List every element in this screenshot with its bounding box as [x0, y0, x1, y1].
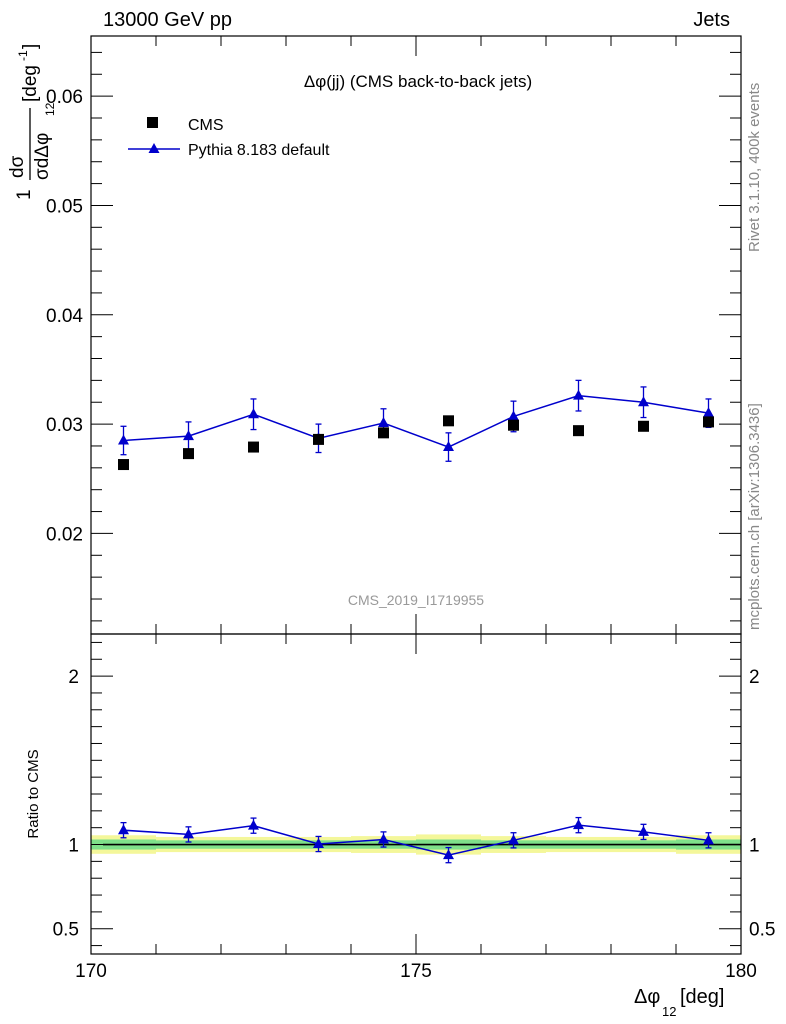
cms-data-point [508, 419, 519, 431]
ratio-y-tick-label-right: 2 [749, 667, 760, 688]
xlabel-unit: [deg] [680, 986, 724, 1008]
ratio-data-point [248, 819, 259, 830]
main-y-tick-label: 0.02 [46, 524, 83, 545]
ylabel-one: 1 [14, 189, 35, 200]
legend: CMS Pythia 8.183 default [128, 117, 330, 159]
ratio-data-point [638, 825, 649, 836]
pythia-data-point [378, 417, 389, 428]
ratio-y-tick-label: 1 [68, 836, 79, 857]
cms-data-point [703, 416, 714, 428]
cms-data-point [443, 415, 454, 427]
ratio-series-line [123, 824, 709, 856]
pythia-data-point [183, 430, 194, 441]
xlabel-main: Δφ [634, 986, 660, 1008]
pythia-data-point [443, 441, 454, 452]
ratio-data-point [378, 833, 389, 844]
legend-pythia-label: Pythia 8.183 default [188, 142, 330, 159]
pythia-data-point [118, 434, 129, 445]
ylabel-unit: [deg [20, 65, 41, 102]
ylabel-denominator: σdΔφ [32, 133, 53, 180]
header-process: Jets [693, 9, 730, 31]
analysis-watermark: CMS_2019_I1719955 [348, 592, 484, 608]
x-tick-label: 180 [725, 961, 757, 982]
ylabel-exponent: -1 [16, 50, 30, 61]
ratio-y-tick-label: 0.5 [53, 920, 79, 941]
main-y-tick-label: 0.06 [46, 87, 83, 108]
pythia-data-point [638, 396, 649, 407]
cms-data-point [118, 459, 129, 471]
cms-data-point [183, 448, 194, 460]
ratio-y-tick-label-right: 0.5 [749, 920, 775, 941]
ratio-data-point [313, 838, 324, 849]
ratio-data-point [573, 819, 584, 830]
x-tick-label: 175 [400, 961, 432, 982]
ylabel-subscript: 12 [43, 102, 57, 116]
pythia-data-point [573, 389, 584, 400]
ratio-data-point [508, 834, 519, 845]
legend-pythia-marker [148, 143, 160, 153]
pythia-data-point [508, 410, 519, 421]
ratio-y-tick-label-right: 1 [749, 836, 760, 857]
pythia-series-line [123, 394, 709, 448]
chart-title: Δφ(jj) (CMS back-to-back jets) [304, 72, 532, 91]
legend-cms-marker [147, 117, 158, 128]
main-y-tick-label: 0.03 [46, 415, 83, 436]
x-tick-label: 170 [75, 961, 107, 982]
pythia-data-point [703, 407, 714, 418]
cms-data-point [573, 425, 584, 437]
main-y-tick-label: 0.04 [46, 306, 83, 327]
xlabel-subscript: 12 [662, 1004, 676, 1019]
cms-data-point [638, 420, 649, 432]
ratio-data-point [443, 849, 454, 860]
main-y-tick-label: 0.05 [46, 196, 83, 217]
pythia-data-point [248, 408, 259, 419]
ratio-y-tick-label: 2 [68, 667, 79, 688]
ratio-data-point [118, 824, 129, 835]
ratio-plot-frame [90, 633, 742, 955]
ylabel-dsigma: dσ [7, 155, 28, 178]
header-energy: 13000 GeV pp [103, 9, 232, 31]
cms-data-point [248, 441, 259, 453]
ylabel-close: ] [20, 44, 41, 49]
ratio-y-axis-label: Ratio to CMS [25, 749, 42, 838]
x-axis-label: Δφ 12 [deg] [634, 986, 724, 1019]
cms-data-point [378, 427, 389, 439]
cms-data-point [313, 433, 324, 445]
ratio-data-point [703, 834, 714, 845]
legend-cms-label: CMS [188, 117, 224, 134]
ratio-data-point [183, 828, 194, 839]
main-y-axis-label: 1 dσ σdΔφ 12 [deg -1 ] [7, 44, 57, 200]
